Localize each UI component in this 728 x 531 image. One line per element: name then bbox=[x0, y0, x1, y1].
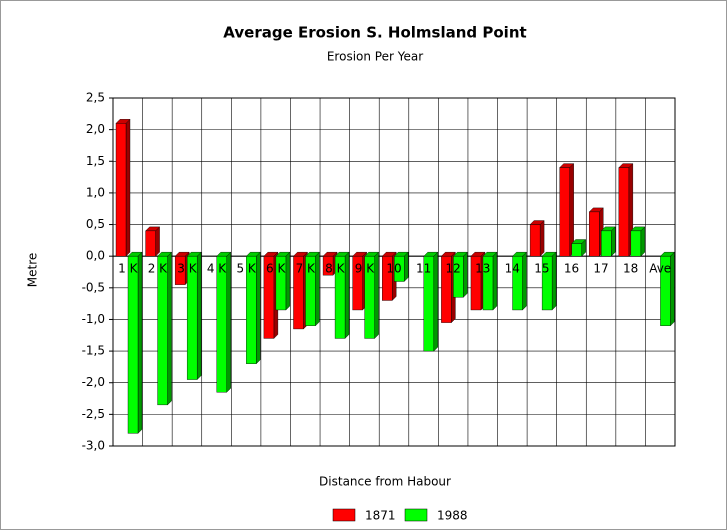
bar bbox=[559, 163, 575, 257]
x-tick-label: 16 bbox=[564, 262, 579, 276]
bar bbox=[541, 251, 557, 311]
y-tick-label: -0,5 bbox=[82, 280, 105, 294]
bar bbox=[275, 251, 291, 311]
chart-subtitle: Erosion Per Year bbox=[327, 50, 423, 64]
x-tick-label: 9 K bbox=[355, 262, 375, 276]
y-tick-label: 0,5 bbox=[86, 217, 105, 231]
y-tick-label: 1,5 bbox=[86, 154, 105, 168]
bar bbox=[245, 251, 261, 365]
y-tick-label: 0,0 bbox=[86, 249, 105, 263]
x-tick-label: 15 bbox=[534, 262, 549, 276]
legend-swatch bbox=[332, 508, 356, 522]
bar bbox=[115, 118, 131, 257]
x-tick-label: 4 K bbox=[207, 262, 227, 276]
x-tick-label: 1 K bbox=[118, 262, 138, 276]
y-tick-label: -1,5 bbox=[82, 344, 105, 358]
x-tick-label: 18 bbox=[623, 262, 638, 276]
x-tick-label: 7 K bbox=[296, 262, 316, 276]
chart-title: Average Erosion S. Holmsland Point bbox=[223, 24, 526, 42]
x-tick-label: 3 K bbox=[177, 262, 197, 276]
x-tick-label: 17 bbox=[593, 262, 608, 276]
x-tick-label: Ave bbox=[649, 262, 671, 276]
bar bbox=[334, 251, 350, 339]
bar bbox=[630, 226, 646, 257]
x-tick-label: 2 K bbox=[148, 262, 168, 276]
y-axis-label: Metre bbox=[26, 253, 40, 288]
x-tick-label: 10 bbox=[386, 262, 401, 276]
x-tick-label: 14 bbox=[505, 262, 520, 276]
x-tick-label: 5 K bbox=[236, 262, 256, 276]
bar bbox=[304, 251, 320, 327]
bar bbox=[157, 251, 173, 406]
x-tick-label: 6 K bbox=[266, 262, 286, 276]
bar bbox=[452, 251, 468, 298]
bar bbox=[127, 251, 143, 434]
bar bbox=[393, 251, 409, 282]
bar bbox=[364, 251, 380, 339]
bar bbox=[145, 226, 161, 257]
bar bbox=[512, 251, 528, 311]
y-tick-label: 2,0 bbox=[86, 122, 105, 136]
bar bbox=[216, 251, 232, 393]
y-tick-label: 1,0 bbox=[86, 185, 105, 199]
bar bbox=[186, 251, 202, 381]
legend-label: 1988 bbox=[437, 509, 468, 523]
y-tick-label: -3,0 bbox=[82, 439, 105, 453]
y-tick-label: -1,0 bbox=[82, 312, 105, 326]
bar bbox=[423, 251, 439, 352]
legend-swatch bbox=[404, 508, 428, 522]
bar bbox=[571, 239, 587, 257]
bar bbox=[659, 251, 675, 327]
y-tick-label: 2,5 bbox=[86, 91, 105, 105]
x-tick-label: 12 bbox=[446, 262, 461, 276]
bar bbox=[600, 226, 616, 257]
bar bbox=[529, 220, 545, 257]
x-tick-label: 8 K bbox=[325, 262, 345, 276]
x-tick-label: 11 bbox=[416, 262, 431, 276]
y-tick-label: -2,5 bbox=[82, 407, 105, 421]
bar bbox=[482, 251, 498, 311]
y-tick-label: -2,0 bbox=[82, 375, 105, 389]
x-tick-label: 13 bbox=[475, 262, 490, 276]
x-axis-label: Distance from Habour bbox=[319, 475, 451, 489]
legend-label: 1871 bbox=[365, 509, 396, 523]
